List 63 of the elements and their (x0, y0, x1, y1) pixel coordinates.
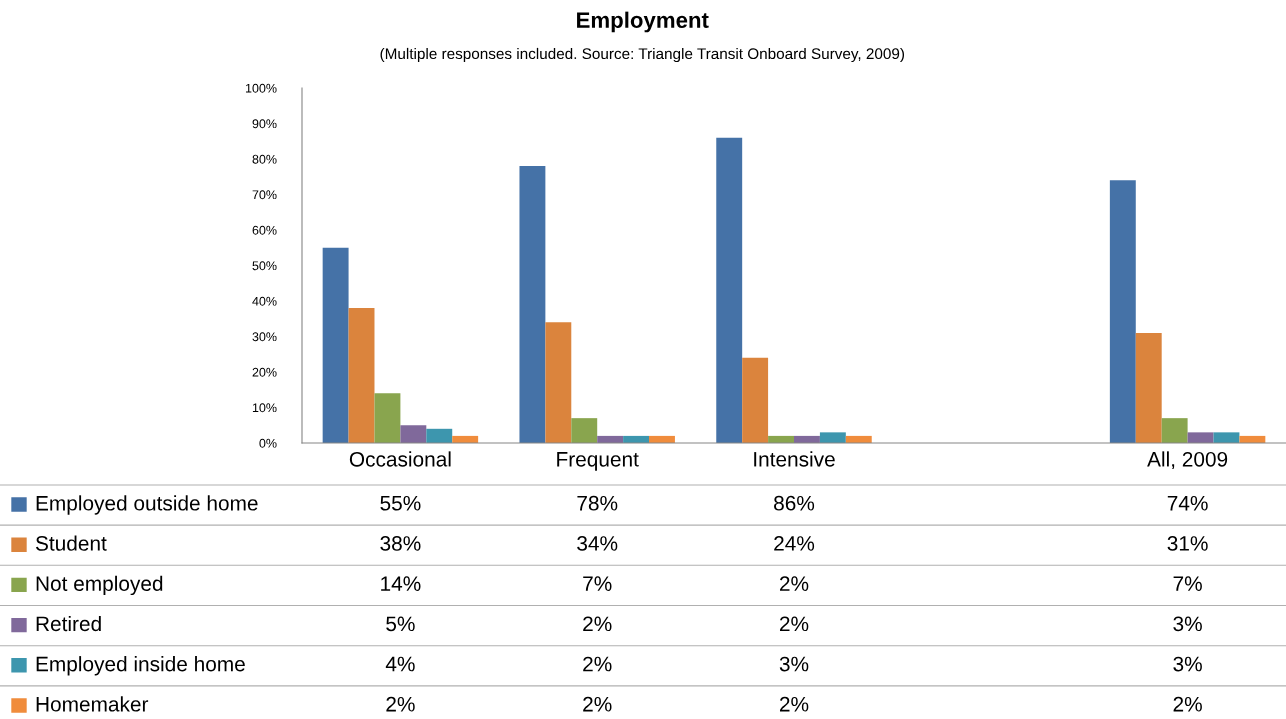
x-tick-label: Intensive (754, 451, 835, 467)
y-tick-label: 80% (252, 154, 277, 164)
bar (1135, 332, 1162, 443)
data-label: 7% (583, 576, 612, 591)
bar (400, 425, 427, 443)
legend-label: Retired (36, 615, 101, 632)
data-label: 7% (1173, 576, 1202, 591)
bar (716, 137, 743, 443)
data-label: 3% (1173, 656, 1202, 672)
bar (519, 166, 546, 443)
bar (742, 357, 769, 443)
y-tick-label: 70% (252, 190, 277, 200)
data-label: 86% (774, 495, 815, 511)
bar (545, 322, 572, 443)
legend-label: Not employed (36, 575, 163, 596)
bar (426, 428, 453, 443)
data-label: 38% (380, 536, 421, 551)
y-tick-label: 20% (252, 367, 277, 377)
y-tick-label: 30% (252, 332, 277, 342)
y-tick-label: 0% (259, 438, 277, 448)
legend-label: Student (35, 535, 107, 551)
data-label: 2% (779, 616, 809, 632)
x-tick-label: Occasional (349, 451, 451, 467)
bar (348, 308, 375, 443)
y-tick-label: 50% (252, 261, 277, 271)
x-tick-label: Frequent (557, 452, 639, 471)
data-label: 34% (577, 536, 618, 551)
y-tick-label: 60% (252, 225, 277, 235)
y-tick-label: 10% (252, 403, 277, 413)
y-tick-label: 100% (245, 83, 277, 93)
data-label: 74% (1167, 495, 1208, 511)
data-label: 5% (386, 616, 415, 632)
chart-subtitle: (Multiple responses included. Source: Triangle Transit Onboard Survey, 2009) (380, 47, 905, 63)
data-label: 2% (386, 696, 415, 712)
data-label: 2% (583, 656, 612, 672)
y-tick-label: 90% (252, 119, 277, 129)
bar (1187, 432, 1214, 443)
data-label: 2% (779, 696, 809, 712)
data-label: 3% (1173, 616, 1202, 632)
legend-label: Employed inside home (36, 656, 245, 676)
data-label: 2% (1173, 696, 1202, 712)
data-label: 78% (577, 495, 618, 511)
legend-label: Employed outside home (36, 495, 258, 515)
data-label: 14% (381, 576, 421, 591)
bar (1161, 418, 1188, 443)
bar (571, 418, 598, 443)
data-label: 31% (1167, 536, 1208, 551)
data-label: 55% (380, 495, 421, 511)
data-label: 3% (779, 656, 809, 672)
data-label: 4% (385, 656, 415, 672)
data-label: 2% (583, 616, 612, 632)
bar (374, 393, 401, 443)
bar (1109, 180, 1136, 443)
bar (1213, 432, 1240, 443)
data-label: 2% (583, 696, 612, 712)
y-tick-label: 40% (252, 296, 277, 306)
legend-label: Homemaker (36, 696, 149, 712)
bar (322, 247, 349, 443)
data-label: 2% (779, 576, 809, 591)
chart-title: Employment (577, 11, 709, 33)
x-tick-label: All, 2009 (1147, 451, 1228, 470)
bar (819, 432, 846, 443)
data-label: 24% (774, 536, 815, 551)
